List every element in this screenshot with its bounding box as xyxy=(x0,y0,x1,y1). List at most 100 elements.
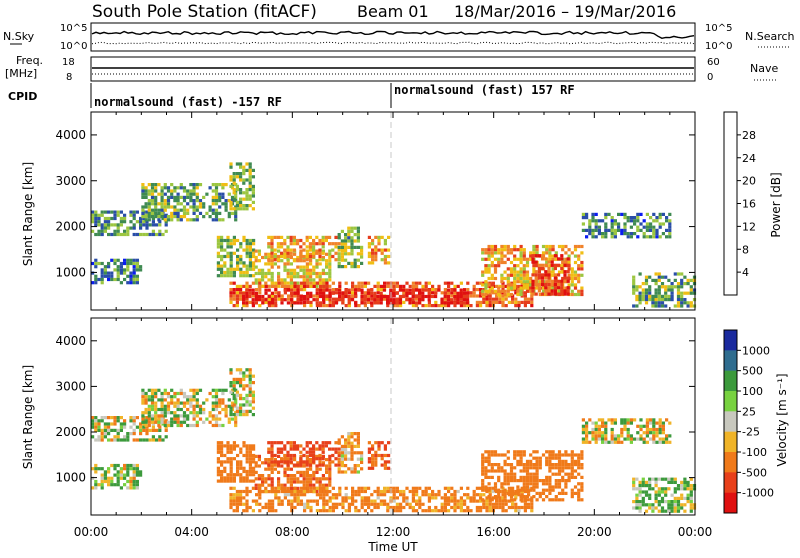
echo-cell xyxy=(245,374,249,378)
echo-cell xyxy=(613,418,617,422)
echo-cell xyxy=(264,255,268,260)
echo-cell xyxy=(680,484,684,488)
echo-cell xyxy=(504,297,508,301)
echo-cell xyxy=(328,294,332,299)
echo-cell xyxy=(408,284,412,288)
echo-cell xyxy=(286,467,290,471)
echo-cell xyxy=(135,274,139,278)
echo-cell xyxy=(142,428,146,432)
echo-cell xyxy=(189,401,193,405)
echo-cell xyxy=(513,244,517,249)
echo-cell xyxy=(139,473,143,477)
echo-cell xyxy=(318,477,322,481)
echo-cell xyxy=(655,440,659,444)
echo-cell xyxy=(132,258,136,262)
echo-cell xyxy=(107,422,111,426)
echo-cell xyxy=(517,300,521,304)
echo-cell xyxy=(126,226,130,230)
echo-cell xyxy=(466,493,470,497)
echo-cell xyxy=(123,473,127,477)
echo-cell xyxy=(264,252,268,256)
echo-cell xyxy=(386,301,390,305)
echo-cell xyxy=(321,255,325,260)
echo-cell xyxy=(513,466,517,470)
echo-cell xyxy=(312,470,316,474)
echo-cell xyxy=(319,489,323,494)
echo-cell xyxy=(94,438,98,442)
echo-cell xyxy=(229,204,233,208)
echo-cell xyxy=(192,404,196,408)
echo-cell xyxy=(360,451,364,455)
echo-cell xyxy=(100,435,104,439)
echo-cell xyxy=(100,268,104,272)
echo-cell xyxy=(292,235,296,239)
echo-cell xyxy=(107,432,111,436)
echo-cell xyxy=(636,235,640,239)
echo-cell xyxy=(186,395,190,399)
velocity-colorbar-tick-label: 100 xyxy=(742,385,763,398)
echo-cell xyxy=(208,205,212,209)
echo-cell xyxy=(479,496,483,500)
echo-cell xyxy=(513,456,517,460)
echo-cell xyxy=(561,264,565,268)
echo-cell xyxy=(418,505,422,510)
echo-cell xyxy=(488,509,492,513)
freq-strip: Freq. [MHz] 18 8 60 0 Nave xyxy=(5,54,778,83)
echo-cell xyxy=(328,467,332,471)
echo-cell xyxy=(113,213,117,217)
echo-cell xyxy=(126,463,130,468)
echo-cell xyxy=(570,488,574,492)
echo-cell xyxy=(537,266,541,271)
echo-cell xyxy=(497,495,501,499)
echo-cell xyxy=(570,495,574,499)
echo-cell xyxy=(371,238,375,243)
echo-cell xyxy=(107,479,111,484)
velocity-colorbar-swatch xyxy=(724,330,737,351)
echo-cell xyxy=(216,238,220,243)
echo-cell xyxy=(500,273,504,277)
echo-cell xyxy=(258,284,262,288)
echo-cell xyxy=(270,457,274,461)
echo-cell xyxy=(548,248,552,252)
echo-cell xyxy=(135,265,139,269)
echo-cell xyxy=(689,477,693,481)
echo-cell xyxy=(389,298,393,302)
echo-cell xyxy=(274,304,278,308)
echo-cell xyxy=(513,248,517,252)
echo-cell xyxy=(229,473,233,477)
echo-cell xyxy=(236,473,240,477)
echo-cell xyxy=(689,301,693,305)
echo-cell xyxy=(443,509,447,513)
echo-cell xyxy=(325,464,329,468)
echo-cell xyxy=(264,480,268,484)
echo-cell xyxy=(312,248,316,252)
echo-cell xyxy=(689,490,693,494)
echo-cell xyxy=(229,264,233,268)
echo-cell xyxy=(577,292,581,297)
echo-cell xyxy=(235,300,239,304)
echo-cell xyxy=(561,244,565,249)
echo-cell xyxy=(356,435,360,439)
echo-cell xyxy=(290,298,294,302)
echo-cell xyxy=(547,289,551,293)
echo-cell xyxy=(286,288,290,292)
echo-cell xyxy=(360,294,364,299)
echo-cell xyxy=(328,304,332,308)
echo-cell xyxy=(252,447,256,451)
echo-cell xyxy=(405,499,409,503)
echo-cell xyxy=(337,252,341,256)
echo-cell xyxy=(516,453,520,457)
echo-cell xyxy=(500,260,504,265)
echo-cell xyxy=(551,485,555,489)
echo-cell xyxy=(487,456,491,460)
echo-cell xyxy=(126,479,130,484)
echo-cell xyxy=(245,288,249,292)
echo-cell xyxy=(267,477,271,481)
echo-cell xyxy=(648,298,652,302)
echo-cell xyxy=(607,440,611,444)
echo-cell xyxy=(408,301,412,305)
echo-cell xyxy=(110,277,114,282)
echo-cell xyxy=(498,502,502,506)
echo-cell xyxy=(344,304,348,308)
echo-cell xyxy=(566,263,570,267)
